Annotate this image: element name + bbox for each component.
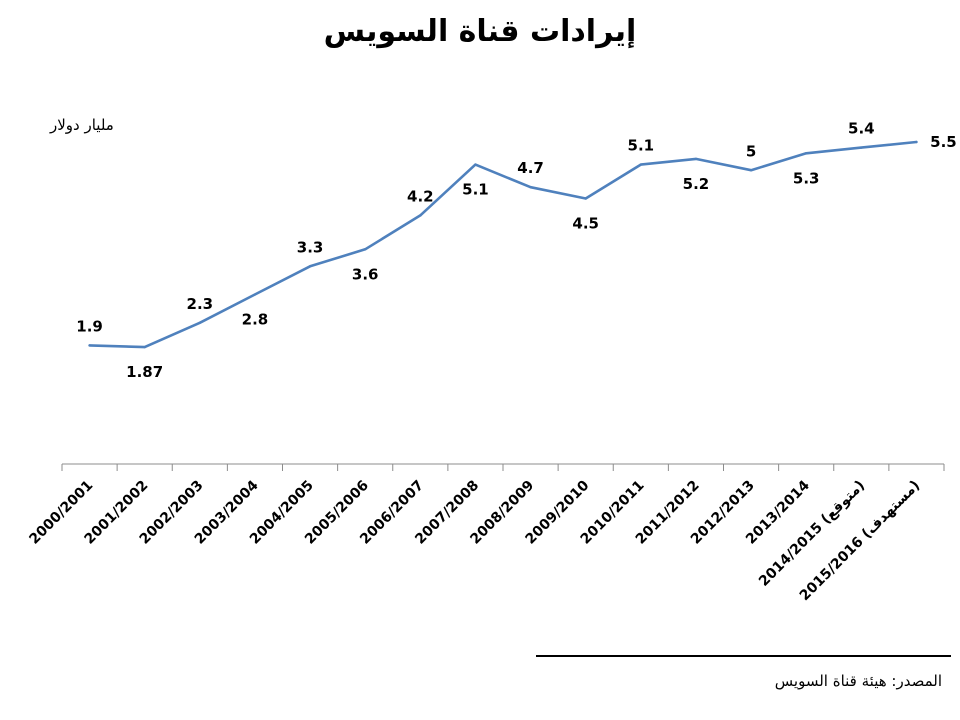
data-label: 5.3 xyxy=(793,169,820,187)
data-label: 1.87 xyxy=(126,363,163,381)
data-point xyxy=(584,197,587,200)
data-label: 5 xyxy=(746,142,756,160)
data-label: 5.2 xyxy=(683,175,710,193)
data-point xyxy=(639,163,643,166)
data-point xyxy=(308,265,312,268)
y-axis-unit-label: مليار دولار xyxy=(50,116,114,134)
data-label: 5.1 xyxy=(628,137,655,155)
source-note: المصدر: هيئة قناة السويس xyxy=(774,672,942,690)
data-label: 5.1 xyxy=(462,181,489,199)
data-label: 2.8 xyxy=(242,311,269,329)
data-point xyxy=(804,152,808,155)
data-label: 5.4 xyxy=(848,120,875,138)
x-tick-label: 2014/2015 (متوقع) xyxy=(756,478,868,590)
data-point xyxy=(749,169,753,172)
data-label: 3.3 xyxy=(297,238,324,256)
data-label: 1.9 xyxy=(76,317,103,335)
chart-title: إيرادات قناة السويس xyxy=(323,14,637,49)
data-point xyxy=(198,321,202,324)
series-line xyxy=(88,140,918,349)
data-label: 4.2 xyxy=(407,187,434,205)
source-divider xyxy=(536,655,951,657)
data-point xyxy=(474,163,477,166)
data-point xyxy=(915,140,918,144)
data-point xyxy=(694,157,698,161)
data-label: 4.5 xyxy=(572,215,599,233)
data-label: 3.6 xyxy=(352,265,379,283)
data-label: 2.3 xyxy=(187,295,214,313)
data-point xyxy=(363,248,367,251)
data-label: 5.5 xyxy=(930,133,957,151)
data-point xyxy=(529,186,532,189)
data-label: 4.7 xyxy=(517,159,544,177)
data-point xyxy=(88,344,91,347)
data-point xyxy=(419,214,422,217)
data-point xyxy=(253,293,257,296)
data-point xyxy=(143,345,146,349)
data-point xyxy=(860,146,863,149)
